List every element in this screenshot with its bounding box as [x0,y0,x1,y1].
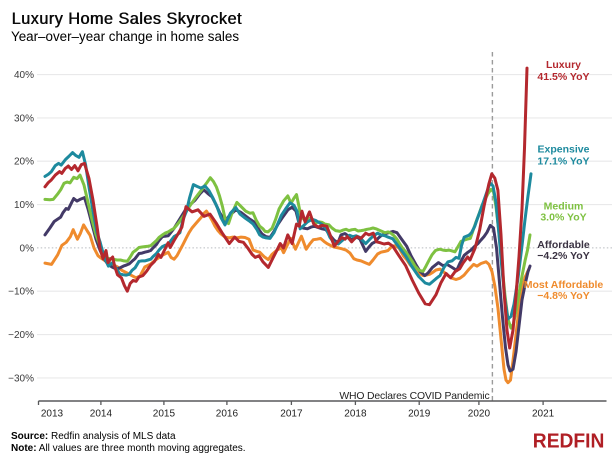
svg-text:REDFIN: REDFIN [533,429,605,452]
svg-text:2018: 2018 [344,408,367,419]
svg-text:41.5% YoY: 41.5% YoY [537,71,589,83]
svg-text:2020: 2020 [468,408,491,419]
svg-text:Medium: Medium [544,201,584,213]
svg-text:−30%: −30% [8,373,34,384]
svg-text:Affordable: Affordable [537,239,590,251]
svg-text:2014: 2014 [90,408,113,419]
svg-text:Most Affordable: Most Affordable [524,279,604,291]
svg-text:2017: 2017 [280,408,303,419]
svg-text:WHO Declares COVID Pandemic: WHO Declares COVID Pandemic [339,391,489,402]
svg-text:2013: 2013 [41,408,64,419]
svg-text:−20%: −20% [8,330,34,341]
svg-text:2019: 2019 [408,408,431,419]
svg-text:−4.2% YoY: −4.2% YoY [537,250,589,262]
svg-text:30%: 30% [14,113,34,124]
svg-text:−4.8% YoY: −4.8% YoY [537,290,589,302]
svg-text:2016: 2016 [216,408,239,419]
svg-text:2015: 2015 [153,408,176,419]
svg-text:10%: 10% [14,200,34,211]
svg-text:Luxury: Luxury [546,59,581,71]
svg-text:3.0% YoY: 3.0% YoY [540,212,586,224]
svg-text:Expensive: Expensive [538,144,590,156]
svg-text:17.1% YoY: 17.1% YoY [537,155,589,167]
svg-text:40%: 40% [14,70,34,81]
svg-text:0%: 0% [20,243,35,254]
svg-text:20%: 20% [14,157,34,168]
svg-text:2021: 2021 [532,408,555,419]
svg-text:−10%: −10% [8,287,34,298]
